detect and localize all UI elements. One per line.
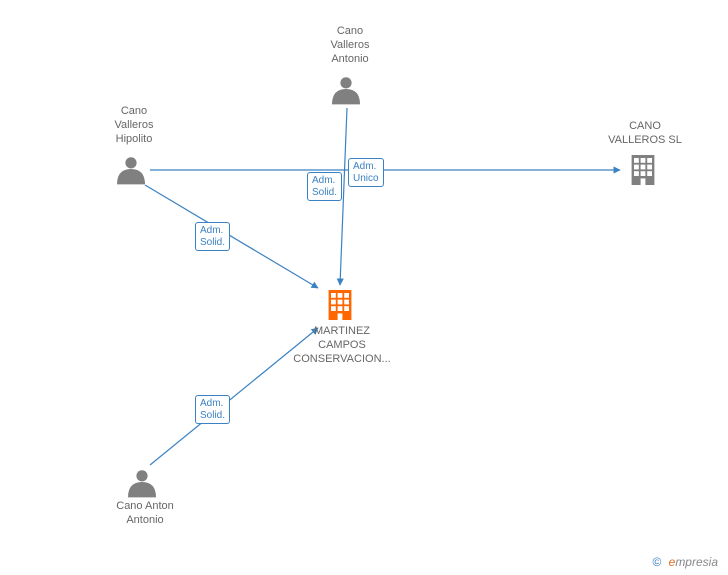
edge-label-anton-martinez: Adm. Solid. — [195, 395, 230, 424]
node-label-antonio_cv: Cano Valleros Antonio — [320, 25, 380, 66]
edge-label-antonio_cv-martinez: Adm. Solid. — [307, 172, 342, 201]
edge-label-hipolito-martinez: Adm. Solid. — [195, 222, 230, 251]
copyright-symbol: © — [652, 555, 661, 569]
edge-label-hipolito-cano_sl: Adm. Unico — [348, 158, 384, 187]
brand-rest: mpresia — [675, 555, 718, 569]
person-icon[interactable] — [117, 157, 145, 184]
node-label-hipolito: Cano Valleros Hipolito — [104, 105, 164, 146]
watermark: © empresia — [652, 555, 718, 569]
node-label-anton: Cano Anton Antonio — [110, 500, 180, 528]
node-label-cano_sl: CANO VALLEROS SL — [600, 120, 690, 148]
person-icon[interactable] — [332, 77, 360, 104]
diagram-canvas — [0, 0, 728, 575]
person-icon[interactable] — [128, 470, 156, 497]
building-icon[interactable] — [329, 290, 352, 320]
edge-hipolito-martinez — [145, 185, 318, 288]
building-icon[interactable] — [632, 155, 655, 185]
node-label-martinez: MARTINEZ CAMPOS CONSERVACION... — [287, 325, 397, 366]
